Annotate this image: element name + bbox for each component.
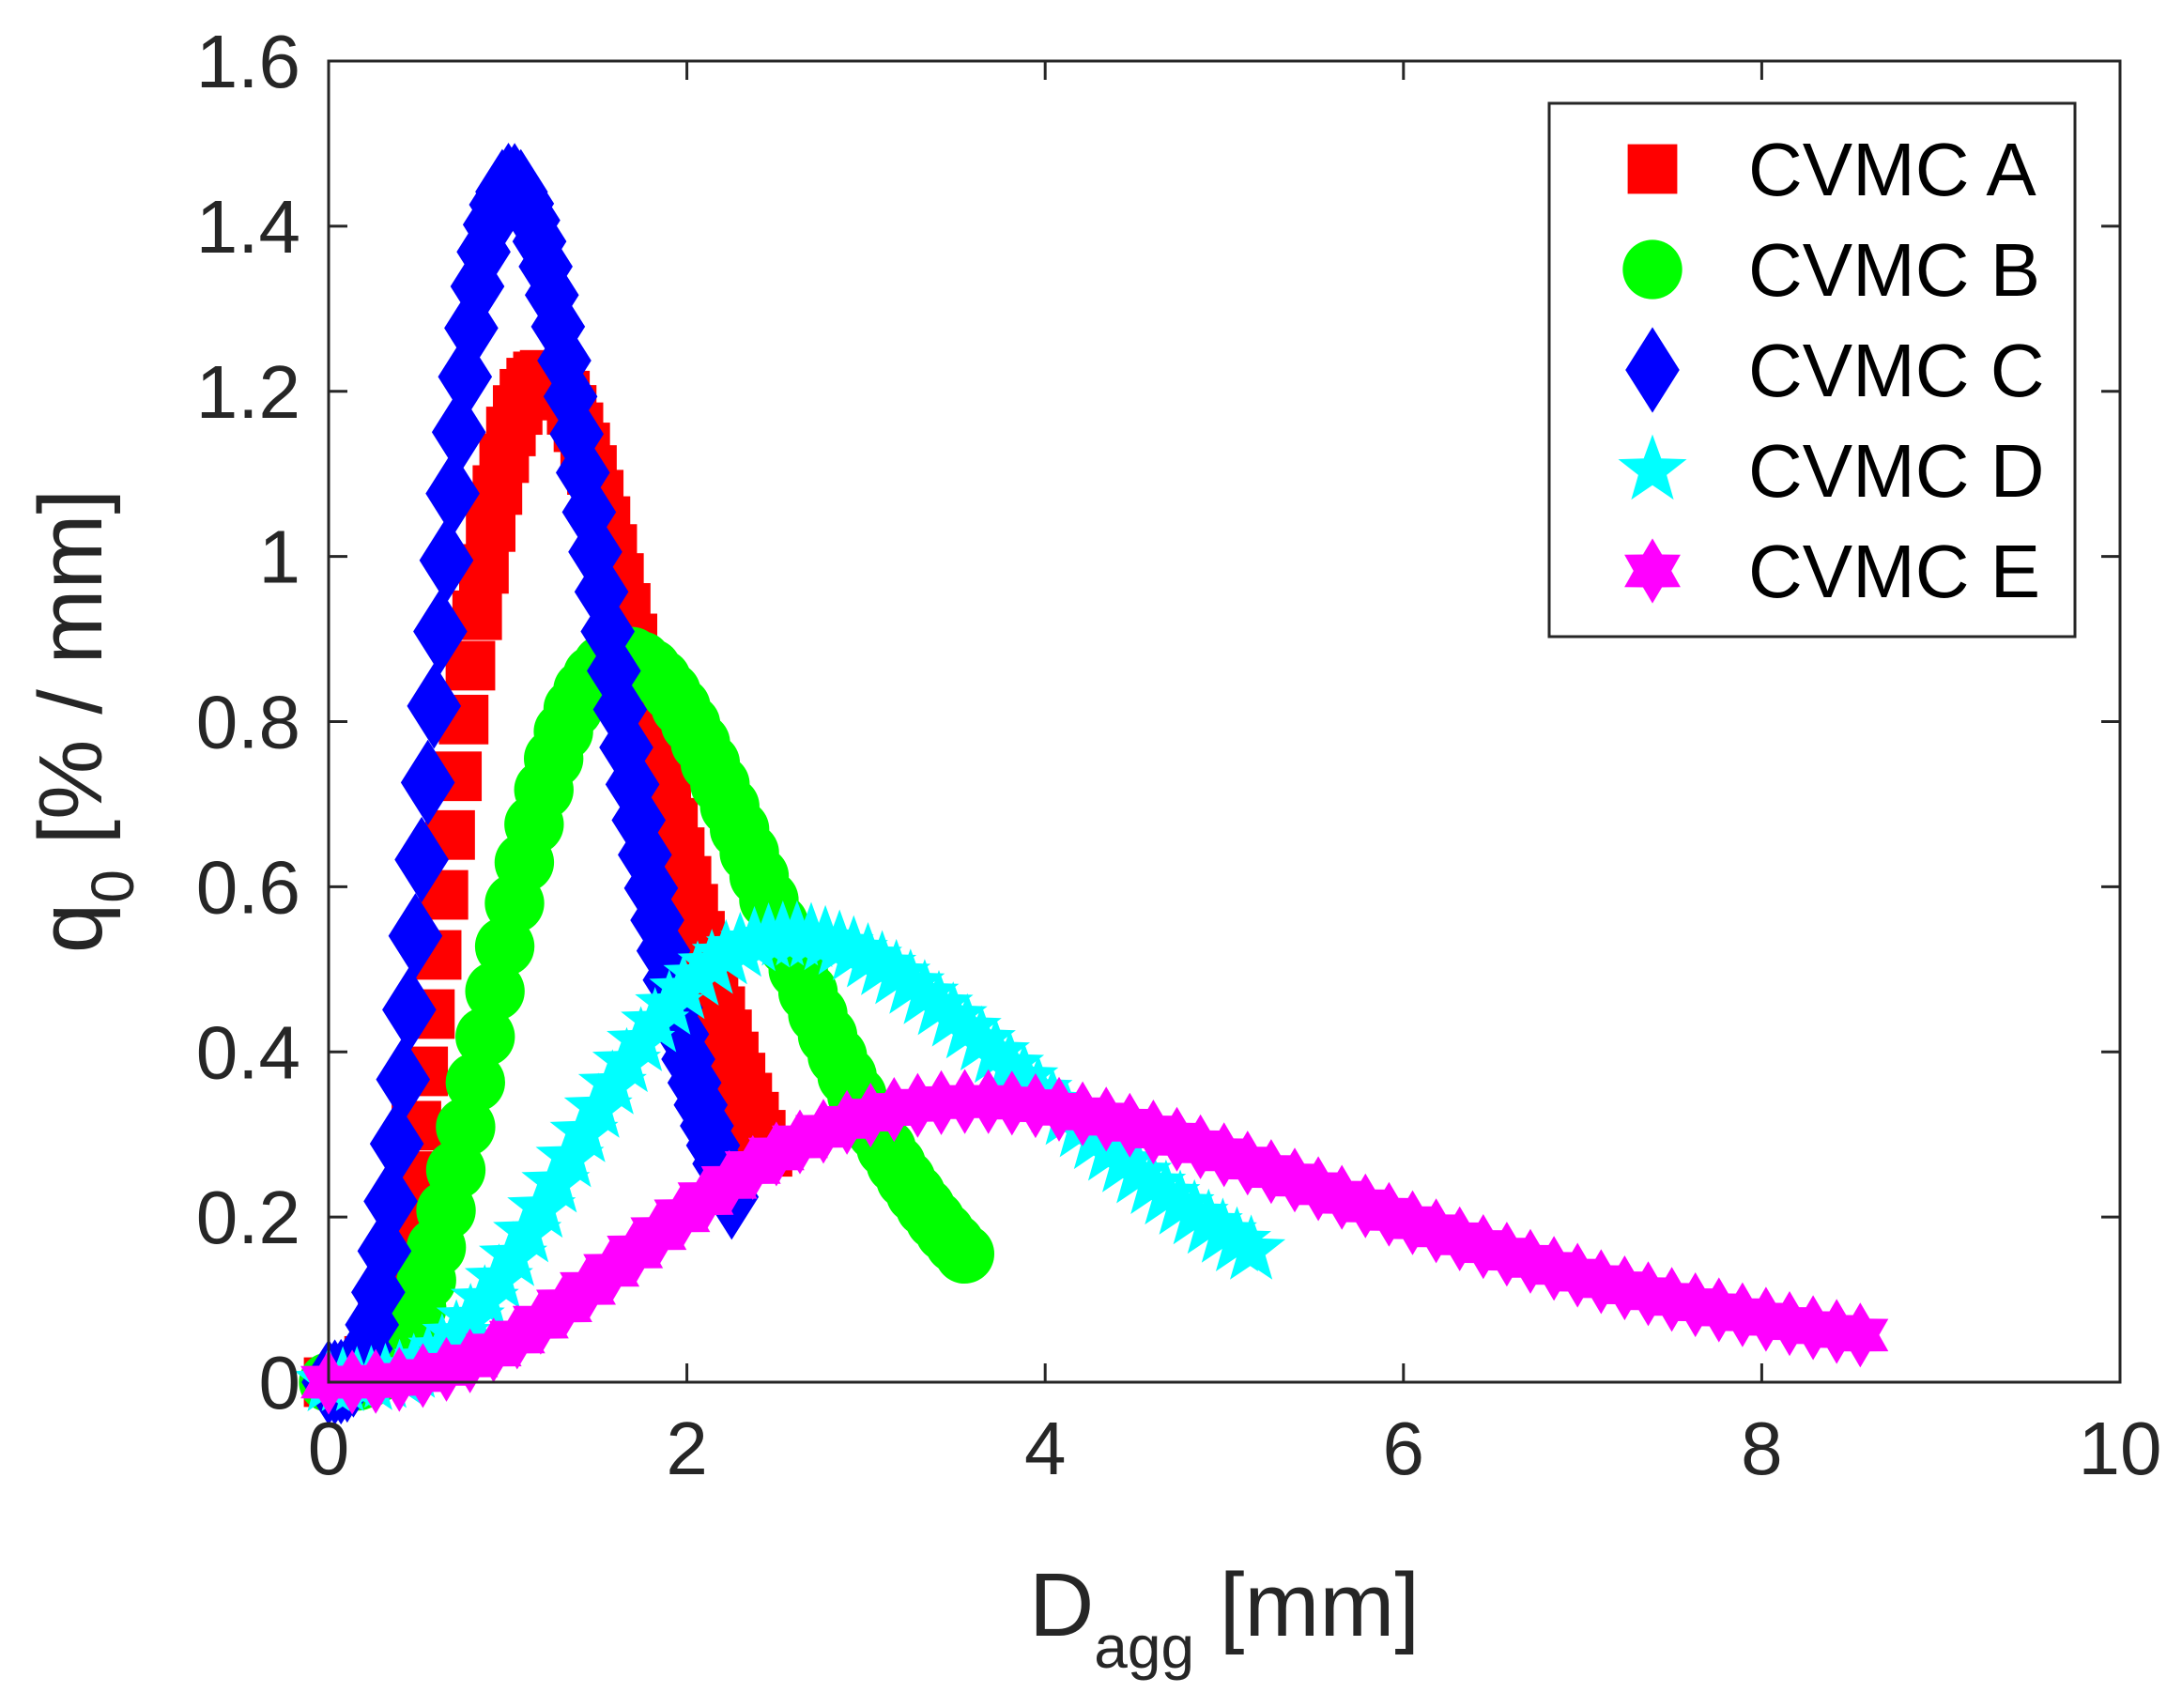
data-point	[388, 893, 443, 979]
y-tick-label: 1.2	[196, 350, 300, 434]
data-point	[1832, 1302, 1889, 1368]
y-tick-label: 1	[259, 515, 301, 599]
data-point	[862, 938, 931, 1005]
data-point	[1074, 1116, 1144, 1181]
data-point	[1060, 1103, 1129, 1170]
data-point	[1174, 1188, 1243, 1254]
x-tick-label: 4	[1024, 1407, 1067, 1490]
legend-marker	[1624, 538, 1681, 604]
data-point	[1217, 1214, 1286, 1280]
data-point	[1103, 1138, 1173, 1204]
data-point	[1188, 1197, 1257, 1263]
data-point	[357, 1208, 412, 1294]
data-point	[990, 1042, 1059, 1108]
data-point	[1117, 1148, 1187, 1214]
legend: CVMC A CVMC B CVMC C CVMC D CVMC E	[1547, 101, 2077, 639]
legend-item: CVMC E	[1624, 530, 2040, 613]
data-point	[407, 663, 462, 749]
data-point	[394, 816, 449, 903]
data-point	[419, 517, 474, 604]
legend-item: CVMC C	[1625, 327, 2045, 413]
axes-box	[327, 59, 2122, 1384]
legend-item: CVMC B	[1622, 228, 2040, 312]
data-point	[1160, 1178, 1229, 1245]
data-point	[961, 1017, 1030, 1084]
legend-item: CVMC D	[1618, 429, 2045, 513]
x-axis-title-suffix: [mm]	[1194, 1555, 1420, 1655]
data-point	[436, 1097, 496, 1157]
data-point	[876, 948, 945, 1014]
data-point	[445, 1052, 505, 1113]
y-axis-title-suffix: [% / mm]	[21, 489, 121, 869]
y-tick-label: 0	[259, 1341, 301, 1424]
x-tick-label: 0	[308, 1407, 350, 1490]
data-point	[369, 1100, 424, 1187]
data-point	[904, 970, 974, 1036]
x-tick-label: 6	[1383, 1407, 1425, 1490]
data-point	[1131, 1159, 1201, 1225]
data-point	[455, 1007, 515, 1067]
x-axis-title-main: D	[1029, 1555, 1094, 1655]
x-tick-label: 8	[1741, 1407, 1783, 1490]
legend-marker	[1627, 144, 1678, 194]
legend-marker	[1618, 434, 1687, 500]
legend-label: CVMC A	[1748, 128, 2036, 211]
legend-marker	[1622, 239, 1683, 300]
legend-label: CVMC D	[1748, 429, 2045, 513]
x-axis-title: Dagg [mm]	[1029, 1555, 1420, 1681]
legend-label: CVMC C	[1748, 329, 2045, 412]
data-point	[431, 389, 486, 475]
data-point	[918, 981, 988, 1047]
data-point	[932, 992, 1002, 1059]
y-tick-label: 0.8	[196, 681, 300, 764]
y-tick-label: 0.4	[196, 1010, 300, 1094]
x-tick-label: 10	[2079, 1407, 2162, 1490]
y-tick-label: 1.4	[196, 185, 300, 269]
data-point	[382, 966, 437, 1053]
data-point	[848, 930, 917, 995]
data-point	[400, 739, 455, 825]
data-point	[1089, 1127, 1159, 1193]
series-cvmc-c	[301, 143, 760, 1425]
x-tick-label: 2	[666, 1407, 708, 1490]
data-point	[363, 1158, 418, 1245]
y-tick-label: 0.2	[196, 1176, 300, 1259]
data-point	[890, 959, 960, 1024]
data-point	[946, 1005, 1016, 1071]
data-point	[376, 1037, 431, 1123]
data-point	[934, 1223, 995, 1285]
data-point	[425, 451, 480, 537]
data-point	[1145, 1169, 1215, 1235]
legend-marker	[1625, 327, 1680, 413]
data-point	[465, 961, 525, 1022]
y-tick-label: 0.6	[196, 845, 300, 929]
y-axis-title-sub: 0	[79, 869, 146, 903]
legend-label: CVMC B	[1748, 228, 2040, 312]
y-axis-title: q0 [% / mm]	[21, 489, 146, 953]
legend-item: CVMC A	[1627, 128, 2036, 211]
y-axis-title-main: q	[21, 903, 121, 953]
y-tick-label: 1.6	[196, 20, 300, 103]
data-point	[413, 588, 468, 675]
x-axis-title-sub: agg	[1094, 1613, 1194, 1681]
data-point	[976, 1030, 1045, 1096]
legend-label: CVMC E	[1748, 530, 2040, 613]
tick-labels: 0 2 4 6 8 10 0 0.2 0.4 0.6 0.8 1 1.2 1.4 1.6	[196, 20, 2162, 1490]
